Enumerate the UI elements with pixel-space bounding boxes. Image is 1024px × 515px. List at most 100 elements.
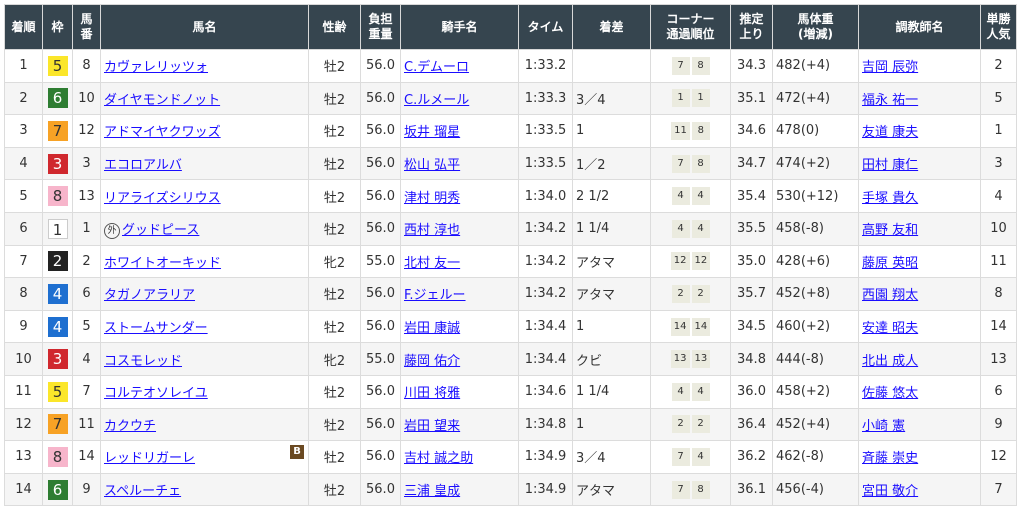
margin-cell: 2 1/2 [572, 179, 651, 213]
jockey-link[interactable]: 藤岡 佑介 [404, 353, 461, 369]
time-cell: 1:34.2 [518, 244, 573, 279]
trainer-link[interactable]: 小崎 憲 [862, 418, 906, 434]
horse-name-link[interactable]: タガノアラリア [104, 288, 196, 304]
jockey-link[interactable]: 三浦 皇成 [404, 484, 461, 500]
header-label: 着差 [599, 19, 624, 34]
horse-name-link[interactable]: スペルーチェ [104, 484, 182, 500]
body-weight: 452(+4) [776, 416, 831, 432]
trainer-link[interactable]: 手塚 貴久 [862, 190, 919, 206]
sex-age: 牡2 [323, 223, 346, 239]
rank: 13 [15, 449, 32, 465]
win-popularity-cell: 13 [980, 342, 1017, 376]
horse-name-cell: エコロアルバ [100, 146, 309, 181]
last-3f: 34.8 [737, 351, 766, 367]
time-cell: 1:34.4 [518, 309, 573, 344]
trainer-link[interactable]: 友道 康夫 [862, 125, 919, 141]
margin-cell: アタマ [572, 277, 651, 311]
jockey-cell: 北村 友一 [400, 244, 519, 279]
corner-position: 8 [691, 154, 710, 173]
margin-cell: 1 [572, 407, 651, 442]
weight-carried: 56.0 [366, 286, 395, 302]
jockey-cell: 岩田 康誠 [400, 309, 519, 344]
horse-name-link[interactable]: グッドピース [122, 222, 200, 238]
horse-name-cell: コスモレッド [100, 342, 309, 376]
trainer-link[interactable]: 宮田 敬介 [862, 484, 919, 500]
last-3f: 36.1 [737, 482, 766, 498]
horse-name-cell: コルテオソレイユ [100, 374, 309, 409]
jockey-link[interactable]: 坂井 瑠星 [404, 125, 461, 141]
last-3f-cell: 34.3 [730, 49, 773, 83]
jockey-link[interactable]: 岩田 康誠 [404, 321, 461, 337]
rank: 8 [19, 286, 28, 302]
time-cell: 1:33.5 [518, 146, 573, 181]
trainer-link[interactable]: 斉藤 崇史 [862, 451, 919, 467]
trainer-link[interactable]: 佐藤 悠太 [862, 386, 919, 402]
win-popularity: 9 [994, 416, 1003, 432]
jockey-link[interactable]: 西村 淳也 [404, 223, 461, 239]
horse-name-link[interactable]: ストームサンダー [104, 321, 208, 337]
horse-name-link[interactable]: アドマイヤクワッズ [104, 125, 221, 141]
trainer-link[interactable]: 福永 祐一 [862, 92, 919, 108]
horse-number: 9 [82, 482, 91, 498]
horse-name-link[interactable]: コルテオソレイユ [104, 386, 208, 402]
trainer-link[interactable]: 安達 昭夫 [862, 321, 919, 337]
trainer-link[interactable]: 北出 成人 [862, 353, 919, 369]
jockey-link[interactable]: C.ルメール [404, 92, 470, 108]
trainer-link[interactable]: 西園 翔太 [862, 288, 919, 304]
horse-name-link[interactable]: リアライズシリウス [104, 190, 221, 206]
trainer-link[interactable]: 高野 友和 [862, 223, 919, 239]
horse-number-cell: 11 [72, 407, 101, 442]
frame-badge: 1 [47, 218, 68, 239]
corner-positions-cell: 13 13 [650, 342, 731, 376]
horse-name-cell: レッドリガーレ B [100, 440, 309, 474]
sex-age: 牡2 [323, 92, 346, 108]
frame-badge: 7 [47, 120, 68, 141]
jockey-link[interactable]: 北村 友一 [404, 255, 461, 271]
win-popularity-cell: 10 [980, 211, 1017, 246]
corner-position: 12 [691, 252, 711, 271]
horse-name-link[interactable]: カヴァレリッツォ [104, 60, 209, 76]
horse-name-link[interactable]: エコロアルバ [104, 158, 182, 174]
frame-badge: 2 [47, 251, 68, 272]
jockey-link[interactable]: 岩田 望来 [404, 418, 461, 434]
sex-age: 牡2 [323, 288, 346, 304]
jockey-link[interactable]: 川田 将雅 [404, 386, 461, 402]
horse-number-cell: 3 [72, 146, 101, 181]
trainer-link[interactable]: 藤原 英昭 [862, 255, 919, 271]
horse-name-link[interactable]: ダイヤモンドノット [104, 92, 221, 108]
rank-cell: 11 [4, 374, 43, 409]
table-row: 8 4 6 タガノアラリア 牡2 56.0 F.ジェルー 1:34.2 アタマ 2 2 35.7 452… [4, 277, 1017, 311]
body-weight: 530(+12) [776, 188, 839, 204]
jockey-link[interactable]: 松山 弘平 [404, 158, 461, 174]
horse-name-link[interactable]: レッドリガーレ [104, 451, 196, 467]
horse-name-link[interactable]: カクウチ [104, 418, 157, 434]
jockey-link[interactable]: 吉村 誠之助 [404, 451, 474, 467]
trainer-cell: 藤原 英昭 [858, 244, 981, 279]
jockey-link[interactable]: 津村 明秀 [404, 190, 461, 206]
time-cell: 1:33.3 [518, 81, 573, 116]
weight-carried-cell: 55.0 [360, 342, 401, 376]
win-popularity: 11 [990, 253, 1007, 269]
body-weight-cell: 460(+2) [772, 309, 859, 344]
corner-position: 1 [691, 89, 710, 108]
horse-number: 8 [82, 58, 91, 74]
time: 1:34.8 [524, 416, 567, 432]
weight-carried: 56.0 [366, 90, 395, 106]
trainer-link[interactable]: 田村 康仁 [862, 158, 919, 174]
table-row: 5 8 13 リアライズシリウス 牡2 56.0 津村 明秀 1:34.0 2 1/2 4 4 35.… [4, 179, 1017, 213]
time: 1:34.2 [524, 221, 567, 237]
last-3f-cell: 35.4 [730, 179, 773, 213]
horse-name-link[interactable]: コスモレッド [104, 353, 183, 369]
trainer-link[interactable]: 吉岡 辰弥 [862, 60, 919, 76]
corner-position: 8 [691, 480, 710, 499]
jockey-link[interactable]: C.デムーロ [404, 60, 469, 76]
jockey-link[interactable]: F.ジェルー [404, 288, 466, 304]
corner-position: 8 [691, 56, 710, 75]
body-weight-cell: 452(+4) [772, 407, 859, 442]
corner-position: 4 [691, 219, 710, 238]
foreign-horse-icon: 外 [104, 222, 120, 239]
horse-name-link[interactable]: ホワイトオーキッド [104, 255, 222, 271]
body-weight: 458(+2) [776, 384, 831, 400]
